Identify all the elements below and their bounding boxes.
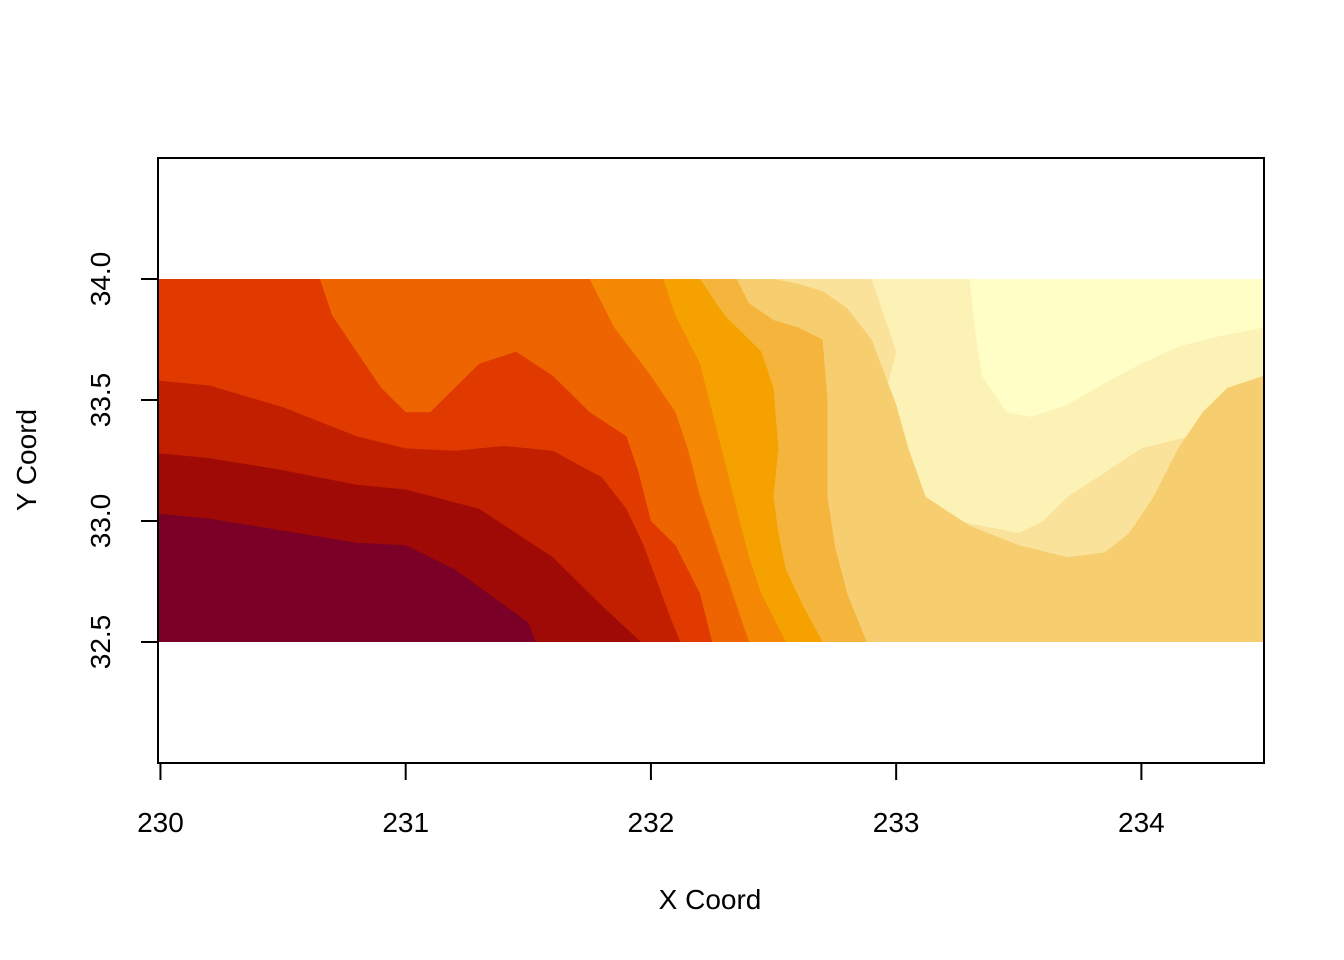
x-tick-label: 234 <box>1118 807 1165 838</box>
x-tick-label: 232 <box>628 807 675 838</box>
y-tick-label: 33.5 <box>85 373 116 428</box>
y-tick-label: 34.0 <box>85 252 116 307</box>
y-tick-label: 33.0 <box>85 494 116 549</box>
x-axis-label: X Coord <box>659 884 762 915</box>
x-tick-label: 233 <box>873 807 920 838</box>
y-axis: 32.5 33.0 33.5 34.0 <box>85 252 159 670</box>
raster-bands <box>158 279 1264 642</box>
x-tick-label: 231 <box>382 807 429 838</box>
x-axis: 230 231 232 233 234 <box>137 762 1165 838</box>
y-tick-label: 32.5 <box>85 615 116 670</box>
raster-band-0 <box>158 513 536 642</box>
y-axis-label: Y Coord <box>11 409 42 511</box>
x-tick-label: 230 <box>137 807 184 838</box>
